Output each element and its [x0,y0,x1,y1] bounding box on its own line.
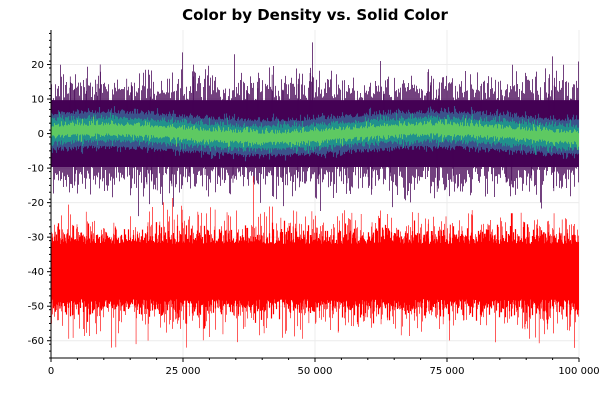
y-tick-label: 0 [38,129,44,140]
x-tick-label: 75 000 [430,366,465,377]
series-solid-spikes [68,209,563,348]
x-tick-label: 25 000 [166,366,201,377]
x-tick-label: 100 000 [558,366,599,377]
y-tick-label: -40 [28,267,44,278]
x-tick-label: 50 000 [298,366,333,377]
y-tick-label: -10 [28,164,44,175]
series-1 [51,176,579,348]
series-0 [51,42,579,217]
y-tick-label: -50 [28,302,44,313]
y-tick-label: -60 [28,336,44,347]
y-tick-label: 20 [31,60,44,71]
y-tick-label: -20 [28,198,44,209]
y-tick-label: -30 [28,233,44,244]
density-spikes [69,64,555,192]
chart-title: Color by Density vs. Solid Color [182,6,448,24]
x-tick-label: 0 [48,366,54,377]
y-tick-label: 10 [31,95,44,106]
